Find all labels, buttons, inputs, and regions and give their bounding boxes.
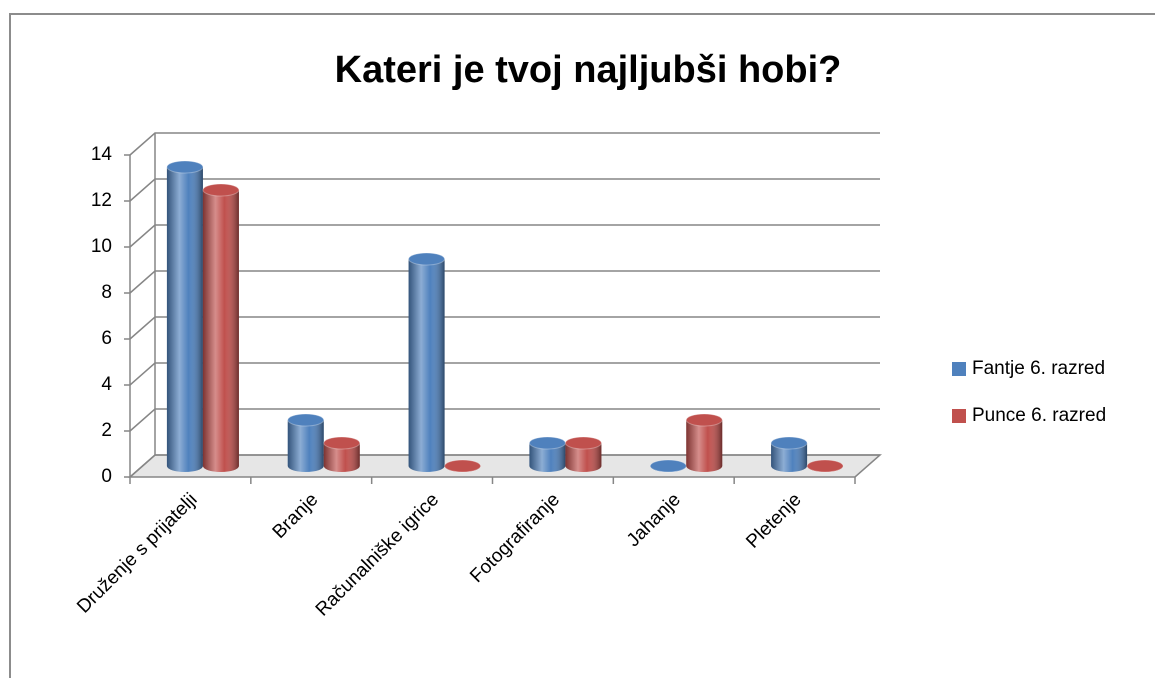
grid-line: [129, 454, 880, 478]
x-tick-label: Fotografiranje: [466, 489, 564, 587]
floor: [128, 454, 882, 478]
frame: [9, 13, 1155, 678]
cylinder-shade: [565, 443, 602, 472]
x-tick-label: Branje: [269, 489, 323, 543]
cylinder-top: [166, 160, 204, 174]
grid-line: [129, 270, 880, 294]
y-tick-label: 8: [101, 282, 112, 303]
cylinder: [287, 413, 325, 472]
x-tick-label: Pletenje: [742, 489, 805, 552]
grid-line: [129, 316, 880, 340]
cylinder: [685, 413, 723, 473]
cylinder-top: [770, 436, 808, 450]
cylinder-top: [444, 459, 482, 473]
cylinder: [166, 160, 204, 473]
legend-label: Punce 6. razred: [972, 405, 1106, 426]
cylinder: [323, 436, 361, 473]
cylinder: [444, 459, 482, 473]
y-tick-label: 2: [101, 420, 112, 441]
cylinder-shade: [408, 259, 445, 473]
cylinder-top: [202, 183, 240, 197]
cylinder: [770, 436, 808, 473]
x-tick-label: Druženje s prijatelji: [73, 489, 201, 617]
cylinder-top: [323, 436, 361, 450]
cylinder: [564, 436, 602, 472]
grid-line: [129, 178, 880, 202]
cylinder-shade: [202, 190, 239, 473]
cylinder-shade: [166, 167, 203, 473]
cylinder-top: [649, 459, 687, 473]
cylinder-top: [528, 436, 566, 450]
x-tick-label: Jahanje: [623, 489, 685, 551]
grid-line: [129, 224, 880, 248]
legend-swatch: [952, 362, 966, 376]
legend-label: Fantje 6. razred: [972, 358, 1105, 379]
cylinder-shade: [323, 443, 360, 473]
cylinder-shade: [686, 420, 723, 473]
grid-line: [129, 408, 880, 432]
cylinder-top: [685, 413, 723, 427]
y-tick-label: 6: [101, 328, 112, 349]
y-tick-label: 4: [101, 374, 112, 395]
legend-swatch: [952, 409, 966, 423]
cylinder: [528, 436, 566, 473]
x-tick-label: Računalniške igrice: [312, 489, 443, 620]
cylinder-shade: [287, 420, 324, 472]
y-tick-label: 12: [91, 190, 112, 211]
cylinder-top: [287, 413, 325, 427]
cylinder-shade: [771, 443, 808, 473]
cylinder-shade: [529, 443, 566, 473]
cylinder: [408, 252, 446, 473]
y-tick-label: 14: [91, 144, 113, 165]
cylinder-top: [408, 252, 446, 266]
cylinder: [806, 459, 844, 473]
grid-line: [129, 132, 880, 156]
y-tick-label: 10: [91, 236, 112, 257]
cylinder: [202, 183, 240, 473]
y-tick-label: 0: [101, 466, 112, 487]
grid-line: [129, 362, 880, 386]
chart-title: Kateri je tvoj najljubši hobi?: [335, 49, 842, 91]
cylinder: [649, 459, 687, 473]
cylinder-top: [564, 436, 602, 450]
cylinder-top: [806, 459, 844, 473]
